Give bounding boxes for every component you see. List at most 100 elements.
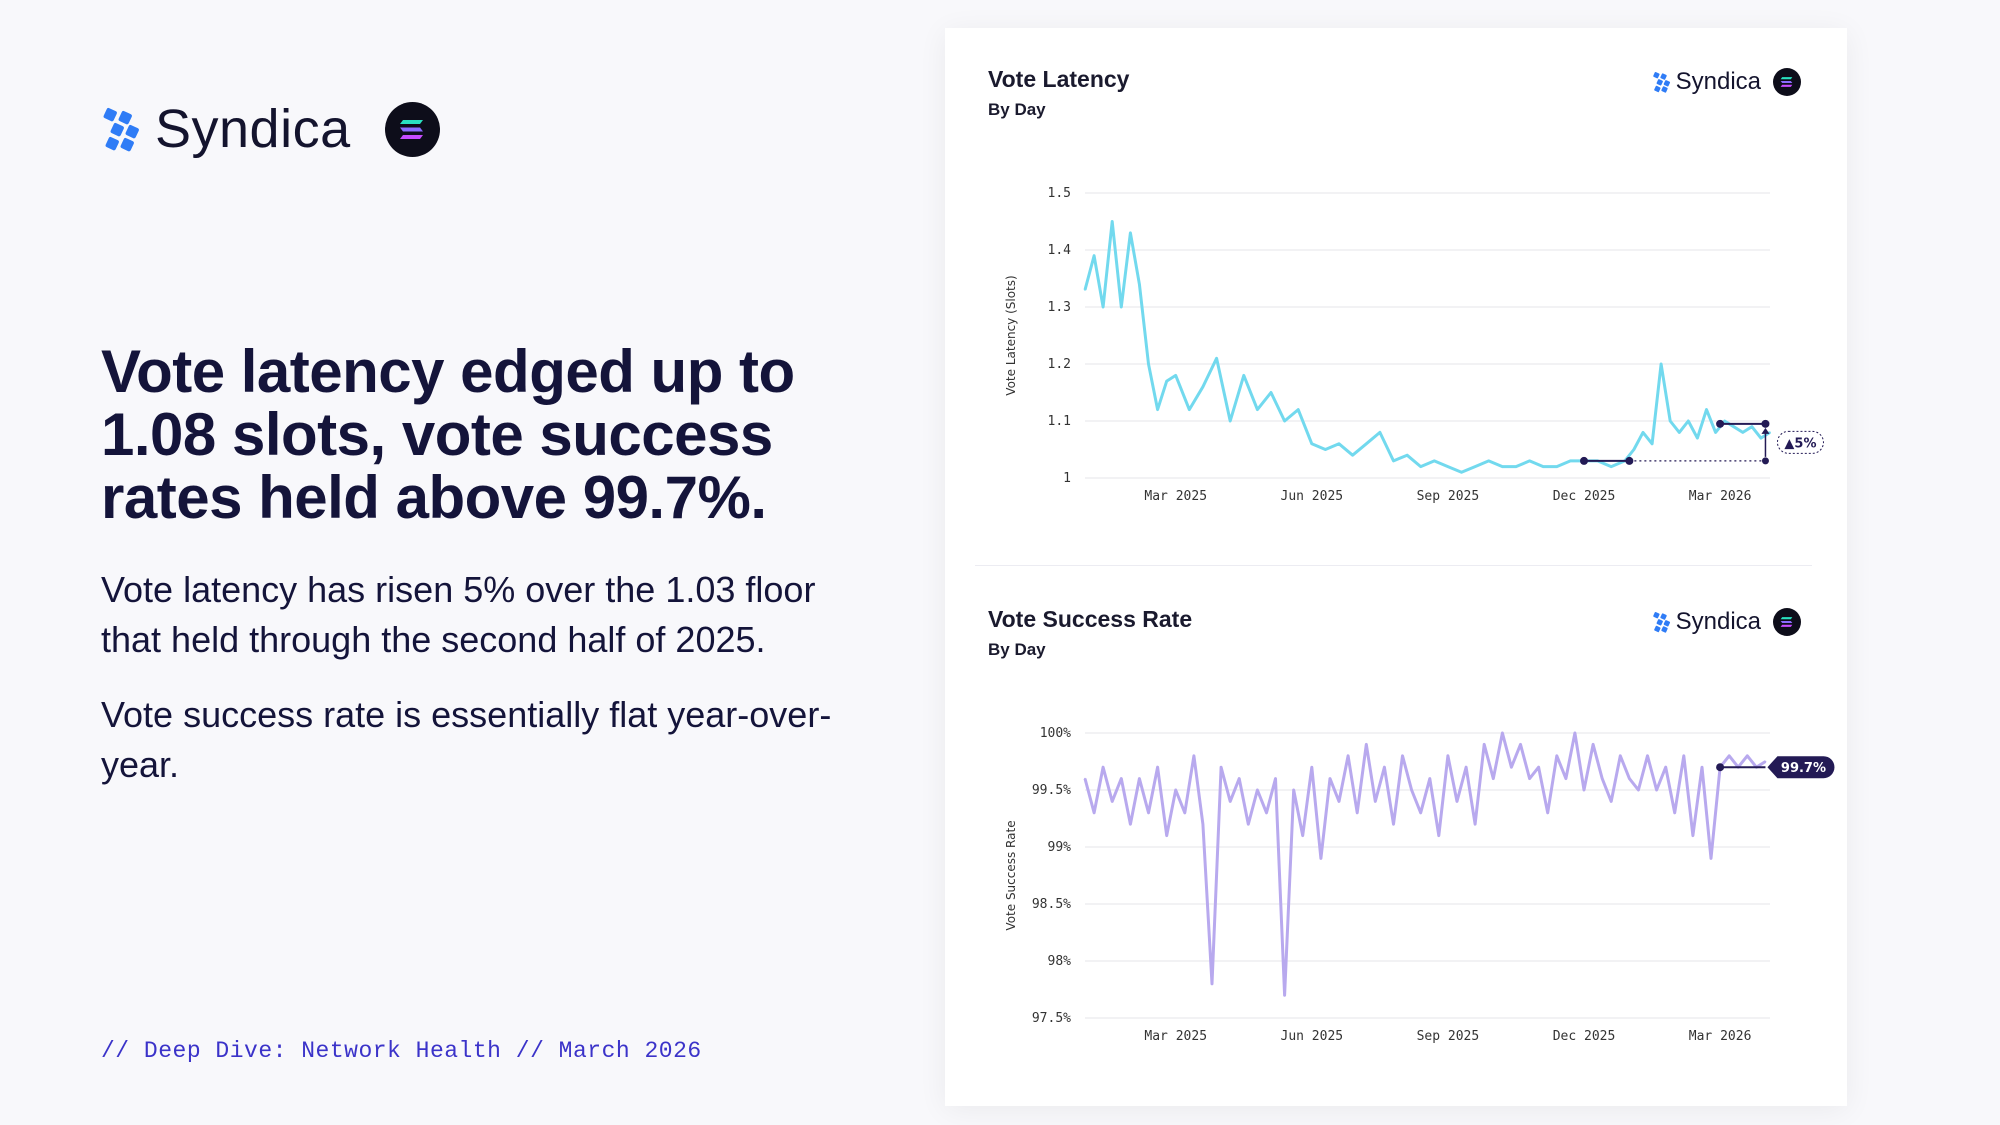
data-point: [1256, 789, 1259, 791]
data-point: [1129, 232, 1132, 234]
current-marker-dot: [1761, 419, 1770, 428]
data-point: [1764, 760, 1767, 763]
data-point: [1701, 766, 1703, 769]
latency-chart-title: Vote Latency: [988, 66, 1130, 92]
data-point: [1211, 982, 1213, 985]
x-tick-label: Jun 2025: [1281, 489, 1344, 504]
data-point: [1120, 306, 1123, 308]
data-point: [1669, 420, 1672, 422]
data-point: [1247, 823, 1250, 826]
footer-tagline: // Deep Dive: Network Health // March 20…: [101, 1038, 702, 1064]
data-point: [1678, 431, 1681, 434]
data-point: [1664, 766, 1667, 769]
data-point: [1651, 442, 1653, 445]
latency-chart-subtitle: By Day: [988, 100, 1046, 119]
data-point: [1202, 385, 1204, 388]
value-pill: [1767, 756, 1835, 779]
y-tick-label: 99.5%: [1032, 783, 1071, 798]
x-tick-label: Sep 2025: [1417, 489, 1480, 504]
data-point: [1655, 789, 1658, 791]
data-point: [1192, 754, 1195, 757]
data-point: [1447, 754, 1449, 757]
data-point: [1147, 811, 1150, 814]
data-point: [1419, 465, 1422, 468]
data-point: [1592, 743, 1594, 746]
data-point: [1365, 743, 1368, 746]
data-point: [1628, 777, 1631, 780]
data-point: [1410, 789, 1413, 791]
data-point: [1673, 811, 1676, 814]
y-tick-label: 98%: [1048, 954, 1072, 969]
data-point: [1238, 777, 1241, 780]
data-point: [1687, 420, 1690, 422]
value-pill-label: 99.7%: [1781, 761, 1826, 776]
data-point: [1215, 357, 1218, 360]
data-point: [1569, 460, 1572, 462]
data-point: [1769, 431, 1771, 434]
data-point: [1202, 823, 1204, 826]
data-point: [1406, 454, 1408, 457]
data-point: [1750, 425, 1753, 428]
data-point: [1120, 777, 1123, 780]
data-point: [1728, 754, 1731, 757]
data-point: [1555, 754, 1558, 757]
x-tick-label: Jun 2025: [1281, 1029, 1344, 1044]
y-axis-label: Vote Latency (Slots): [1004, 275, 1018, 395]
floor-marker-dot: [1580, 456, 1589, 465]
data-point: [1329, 777, 1331, 780]
data-point: [1156, 766, 1159, 769]
data-point: [1447, 465, 1449, 468]
success-chart-title: Vote Success Rate: [988, 606, 1193, 632]
data-point: [1601, 777, 1604, 780]
success-brand-lockup: Syndica: [1652, 608, 1801, 636]
data-point: [1338, 800, 1340, 803]
data-point: [1564, 777, 1567, 780]
data-point: [1723, 420, 1726, 422]
data-point: [1319, 857, 1322, 860]
data-point: [1378, 431, 1381, 434]
data-point: [1732, 425, 1735, 428]
data-point: [1147, 363, 1150, 365]
data-point: [1646, 754, 1649, 757]
data-point: [1519, 743, 1522, 746]
paragraph-success: Vote success rate is essentially flat ye…: [101, 694, 832, 785]
data-point: [1351, 454, 1354, 457]
data-point: [1610, 800, 1613, 803]
solana-icon: [1773, 608, 1801, 636]
data-point: [1242, 374, 1245, 377]
data-point: [1610, 465, 1613, 468]
vote-latency-panel: Vote Latency By Day Syndica 1.5 1.4 1.3 1.2…: [945, 28, 1847, 568]
data-point: [1528, 777, 1531, 780]
data-point: [1660, 363, 1663, 365]
data-point: [1188, 408, 1191, 411]
data-point: [1392, 823, 1395, 826]
data-point: [1265, 811, 1268, 814]
latency-brand-lockup: Syndica: [1652, 68, 1801, 96]
data-point: [1465, 766, 1467, 769]
data-point: [1419, 811, 1422, 814]
data-point: [1374, 800, 1377, 803]
data-point: [1356, 811, 1359, 814]
data-point: [1301, 834, 1304, 837]
y-tick-label: 1.4: [1048, 243, 1072, 258]
x-tick-label: Mar 2025: [1144, 1029, 1207, 1044]
data-point: [1619, 754, 1622, 757]
data-point: [1691, 834, 1694, 837]
vote-latency-chart: 1.5 1.4 1.3 1.2 1.1 1 Mar 2025 Jun 2025 Sep 2025…: [1004, 186, 1824, 504]
data-point: [1220, 766, 1222, 769]
data-point: [1546, 811, 1549, 814]
data-point: [1129, 823, 1132, 826]
data-point: [1696, 437, 1699, 439]
change-arrow-head: [1761, 427, 1770, 434]
data-point: [1456, 800, 1458, 803]
y-axis-label: Vote Success Rate: [1004, 820, 1018, 930]
vote-success-chart: 100% 99.5% 99% 98.5% 98% 97.5% Mar 2025 Jun 202…: [1004, 726, 1835, 1044]
data-point: [1433, 460, 1436, 462]
brand-name: Syndica: [155, 99, 351, 159]
data-point: [1392, 460, 1395, 462]
data-point: [1483, 743, 1486, 746]
data-point: [1383, 766, 1386, 769]
data-point: [1741, 431, 1744, 434]
series-line: [1083, 731, 1767, 997]
data-point: [1428, 777, 1431, 780]
